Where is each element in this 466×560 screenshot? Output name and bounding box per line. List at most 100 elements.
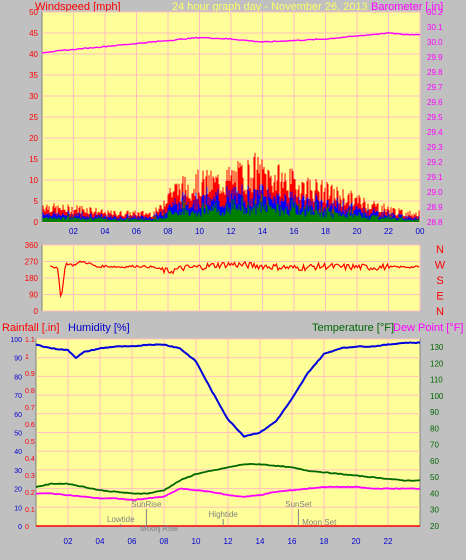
rainfall-tick-label: 0.9 [25, 371, 35, 378]
wind-tick-label: 30 [29, 92, 38, 101]
wind-time-tick-label: 18 [321, 227, 330, 236]
rainfall-tick-label: 0.6 [25, 422, 35, 429]
wind-tick-label: 5 [34, 197, 39, 206]
dewpoint-axis-label: Dew Point [°F] [393, 322, 463, 334]
humidity-tick-label: 50 [14, 431, 22, 438]
wind-time-tick-label: 12 [227, 227, 236, 236]
humidity-tick-label: 90 [14, 356, 22, 363]
barometer-tick-label: 29.3 [427, 143, 443, 152]
direction-tick-label: 360 [25, 241, 39, 250]
rainfall-tick-label: 0.7 [25, 405, 35, 412]
barometer-tick-label: 28.9 [427, 203, 443, 212]
wind-tick-label: 25 [29, 113, 38, 122]
wind-tick-label: 45 [29, 29, 38, 38]
humidity-temperature-series [35, 341, 421, 527]
annotation-label: SunRise [131, 500, 162, 509]
barometer-tick-label: 29.4 [427, 128, 443, 137]
rainfall-tick-label: 0.5 [25, 439, 35, 446]
barometer-tick-label: 29.0 [427, 188, 443, 197]
dewpoint-line [36, 485, 421, 501]
wind-time-tick-label: 22 [384, 227, 393, 236]
temperature-tick-label: 30 [430, 506, 439, 515]
temperature-tick-label: 90 [430, 408, 439, 417]
humidity-line [35, 341, 421, 438]
temperature-tick-label: 100 [430, 392, 444, 401]
barometer-tick-label: 29.2 [427, 158, 443, 167]
barometer-tick-label: 29.1 [427, 173, 443, 182]
temperature-tick-label: 50 [430, 473, 439, 482]
humidity-tick-label: 60 [14, 412, 22, 419]
wind-tick-label: 35 [29, 71, 38, 80]
temperature-tick-label: 20 [430, 522, 439, 531]
temperature-tick-label: 110 [430, 376, 443, 385]
rainfall-tick-label: 0.1 [25, 507, 35, 514]
humidity-time-tick-label: 12 [224, 537, 233, 546]
wind-tick-label: 20 [29, 134, 38, 143]
wind-time-tick-label: 04 [101, 227, 110, 236]
annotation-label: SunSet [285, 500, 312, 509]
wind-tick-label: 15 [29, 155, 38, 164]
temperature-line [35, 462, 421, 495]
temperature-axis-label: Temperature [°F] [312, 322, 394, 334]
windspeed-axis-label: Windspeed [mph] [35, 1, 121, 13]
rainfall-tick-label: 0 [25, 524, 29, 531]
humidity-tick-label: 0 [18, 524, 22, 531]
humidity-time-tick-label: 20 [352, 537, 361, 546]
compass-label: W [435, 260, 446, 272]
compass-label: N [436, 306, 444, 318]
rainfall-tick-label: 1.1 [25, 337, 35, 344]
compass-label: N [436, 244, 444, 256]
humidity-tick-label: 70 [14, 393, 22, 400]
wind-time-tick-label: 08 [164, 227, 173, 236]
humidity-time-tick-label: 18 [320, 537, 329, 546]
humidity-time-tick-label: 04 [96, 537, 105, 546]
wind-time-tick-label: 06 [132, 227, 141, 236]
humidity-time-tick-label: 16 [288, 537, 297, 546]
wind-tick-label: 0 [34, 218, 39, 227]
barometer-tick-label: 29.7 [427, 83, 443, 92]
barometer-tick-label: 29.6 [427, 98, 443, 107]
humidity-tick-label: 20 [14, 487, 22, 494]
wind-direction-line [49, 260, 420, 299]
direction-series [49, 260, 420, 299]
humidity-time-tick-label: 22 [384, 537, 393, 546]
event-annotations: Lowtide SunRise Moon Rise Hightide SunSet Moo… [107, 500, 337, 533]
barometer-axis-label: Barometer [.in] [371, 1, 443, 13]
barometer-line [41, 31, 421, 54]
rainfall-tick-label: 0.8 [25, 388, 35, 395]
rainfall-tick-label: 0.3 [25, 473, 35, 480]
temperature-tick-label: 70 [430, 441, 439, 450]
humidity-time-tick-label: 02 [64, 537, 73, 546]
wind-tick-label: 50 [29, 8, 38, 17]
graph-title: 24 hour graph day - November 26, 2013 [172, 1, 368, 13]
wind-tick-label: 40 [29, 50, 38, 59]
wind-time-tick-label: 00 [416, 227, 425, 236]
humidity-tick-label: 30 [14, 468, 22, 475]
compass-label: S [436, 275, 443, 287]
annotation-label: Moon Set [302, 518, 337, 527]
temperature-tick-label: 80 [430, 424, 439, 433]
direction-tick-label: 270 [25, 258, 39, 267]
humidity-time-tick-label: 08 [160, 537, 169, 546]
barometer-tick-label: 29.5 [427, 113, 443, 122]
rainfall-tick-label: 0.4 [25, 456, 35, 463]
temperature-tick-label: 40 [430, 489, 439, 498]
humidity-tick-label: 10 [14, 505, 22, 512]
barometer-tick-label: 28.8 [427, 218, 443, 227]
compass-label: E [436, 291, 443, 303]
annotation-label: Hightide [209, 510, 239, 519]
rainfall-tick-label: 1 [25, 354, 29, 361]
humidity-tick-label: 40 [14, 449, 22, 456]
barometer-tick-label: 29.8 [427, 68, 443, 77]
humidity-tick-label: 100 [10, 337, 22, 344]
temperature-tick-label: 60 [430, 457, 439, 466]
humidity-time-tick-label: 06 [128, 537, 137, 546]
direction-tick-label: 180 [25, 274, 39, 283]
humidity-time-tick-label: 14 [256, 537, 265, 546]
wind-time-tick-label: 16 [290, 227, 299, 236]
humidity-tick-label: 80 [14, 374, 22, 381]
annotation-label: Lowtide [107, 515, 135, 524]
wind-tick-label: 10 [29, 176, 38, 185]
temperature-tick-label: 130 [430, 343, 444, 352]
